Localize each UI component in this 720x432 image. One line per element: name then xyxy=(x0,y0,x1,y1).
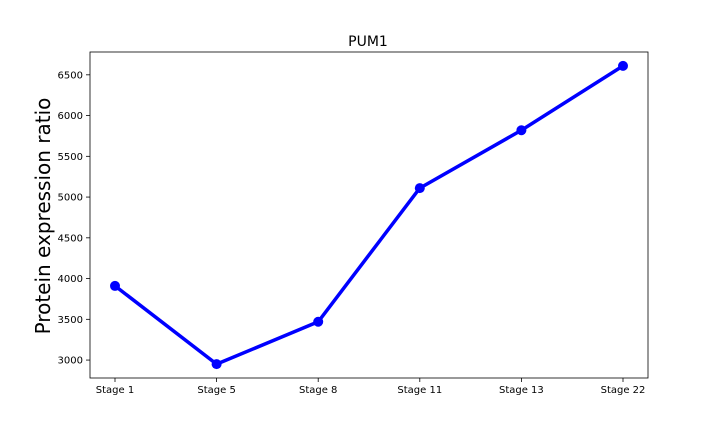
data-point xyxy=(110,280,120,291)
y-tick-label: 4500 xyxy=(58,233,83,244)
y-tick-label: 6500 xyxy=(58,70,83,81)
data-point xyxy=(618,60,628,71)
x-tick-label: Stage 13 xyxy=(499,385,544,396)
x-tick-label: Stage 22 xyxy=(601,385,646,396)
y-axis-label: Protein expression ratio xyxy=(31,98,55,335)
data-point xyxy=(516,125,527,136)
y-tick-label: 3500 xyxy=(58,315,83,326)
y-tick-label: 6000 xyxy=(58,111,83,122)
x-tick-label: Stage 5 xyxy=(197,385,235,396)
data-point xyxy=(313,316,324,327)
data-point xyxy=(414,183,425,194)
chart-title: PUM1 xyxy=(348,34,388,50)
series-line xyxy=(113,64,624,366)
y-tick-label: 3000 xyxy=(58,356,83,367)
y-tick-label: 4000 xyxy=(58,274,83,285)
y-tick-label: 5500 xyxy=(58,152,83,163)
y-tick-label: 5000 xyxy=(58,193,83,204)
x-tick-label: Stage 8 xyxy=(299,385,337,396)
plot-area: 3000 3500 4000 4500 5000 5500 6000 6500 Stage 1 S… xyxy=(58,51,649,396)
data-point xyxy=(211,359,222,370)
plot-frame xyxy=(89,51,649,379)
x-tick-label: Stage 11 xyxy=(397,385,442,396)
x-tick-label: Stage 1 xyxy=(96,385,134,396)
